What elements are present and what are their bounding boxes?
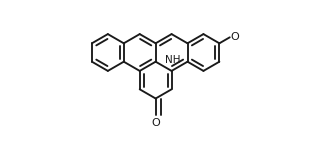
Text: O: O [231,32,240,42]
Text: O: O [151,118,160,128]
Text: NH: NH [165,55,180,65]
